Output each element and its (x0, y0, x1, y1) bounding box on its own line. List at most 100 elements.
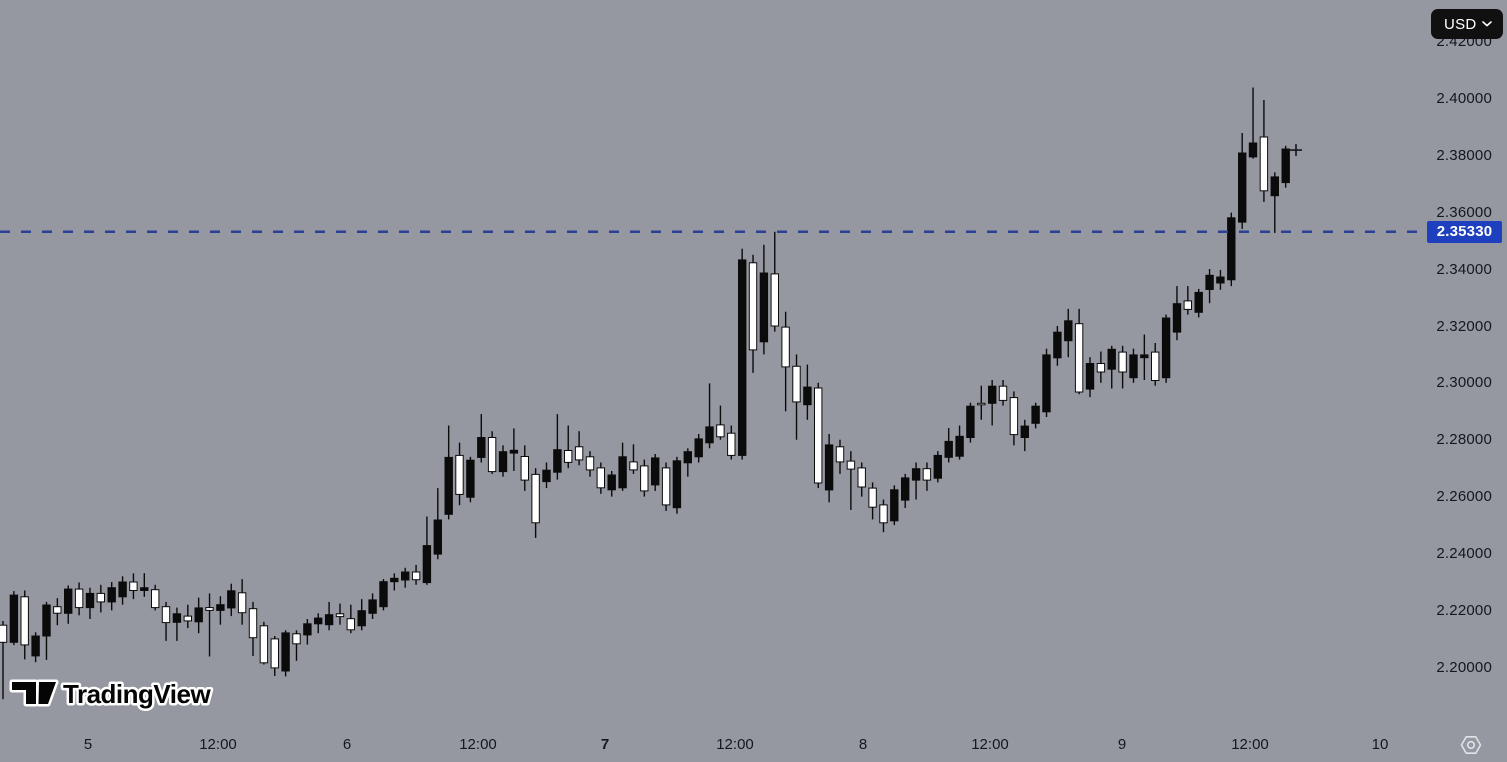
candle-down (1074, 323, 1084, 393)
candle-down (814, 387, 823, 484)
candle-down (151, 589, 160, 609)
candle-up (1020, 425, 1029, 439)
candle-down (922, 468, 932, 481)
candle-down (781, 326, 790, 368)
time-axis[interactable]: 5 12:00 6 12:00 7 12:00 8 12:00 9 12:00 10 (0, 730, 1507, 762)
candle-up (1216, 276, 1225, 284)
candle-up (498, 451, 508, 473)
candle-up (933, 454, 942, 479)
candle-up (477, 437, 486, 458)
candle-up (944, 440, 953, 458)
candle-up (390, 577, 399, 583)
candle-up (1161, 317, 1171, 379)
candle-down (574, 446, 584, 461)
price-axis-label: 2.38000 (1436, 147, 1492, 164)
candle-down (53, 606, 62, 614)
candle-up (368, 599, 377, 614)
candle-down (727, 432, 736, 456)
time-axis-label: 10 (1371, 736, 1389, 753)
candle-up (194, 607, 203, 623)
price-line-label: 2.35330 (1427, 221, 1502, 243)
candle-down (205, 607, 214, 611)
candle-down (564, 450, 573, 463)
candle-down (835, 446, 845, 463)
candle-up (694, 438, 703, 458)
candle-up (683, 451, 692, 464)
candle-up (803, 386, 812, 406)
candle-up (1140, 354, 1149, 359)
candle-up (1107, 348, 1116, 370)
candle-down (411, 571, 421, 581)
currency-selector-button[interactable]: USD (1431, 9, 1503, 39)
candle-up (64, 588, 73, 614)
candle-up (379, 581, 388, 608)
candle-up (1281, 148, 1290, 184)
currency-selector-label: USD (1444, 15, 1477, 33)
price-axis-label: 2.32000 (1436, 318, 1492, 335)
candle-up (988, 385, 997, 404)
candle-down (292, 633, 301, 645)
settings-gear-icon[interactable] (1459, 733, 1483, 757)
price-axis-label: 2.36000 (1436, 204, 1492, 221)
candle-up (553, 449, 562, 473)
time-axis-label: 7 (600, 736, 610, 753)
candle-up (1172, 303, 1182, 333)
candle-up (324, 614, 334, 626)
price-axis-label: 2.34000 (1436, 261, 1492, 278)
tradingview-logo-text: TradingView (63, 679, 211, 709)
time-axis-label: 12:00 (199, 736, 237, 753)
candle-up (1270, 176, 1279, 197)
candle-down (74, 588, 84, 609)
candle-up (509, 449, 519, 454)
candle-up (672, 460, 682, 509)
candle-up (227, 590, 236, 609)
candle-down (183, 615, 193, 622)
candle-down (237, 592, 247, 614)
candle-up (314, 617, 323, 625)
candle-down (792, 365, 801, 403)
candle-down (868, 487, 877, 508)
price-axis[interactable]: 2.42000 2.40000 2.38000 2.36000 2.34000 2.320… (1419, 0, 1507, 730)
candle-down (1259, 136, 1269, 192)
candle-up (955, 435, 964, 457)
candle-up (911, 468, 921, 481)
candle-up (1129, 354, 1138, 379)
candle-up (1205, 274, 1214, 290)
candle-up (1042, 354, 1051, 413)
candle-down (879, 504, 888, 524)
tradingview-logo[interactable]: TradingView (8, 674, 258, 716)
candle-down (487, 437, 497, 473)
candle-down (585, 456, 595, 471)
candle-up (303, 623, 312, 636)
candle-down (161, 606, 171, 624)
candle-up (172, 613, 182, 623)
candle-up (9, 594, 19, 643)
candle-up (1194, 291, 1203, 313)
candle-up (901, 477, 910, 501)
price-axis-label: 2.30000 (1436, 374, 1492, 391)
candle-down (770, 273, 779, 327)
candle-up (1064, 320, 1073, 342)
candle-up (1238, 152, 1247, 223)
candles-layer (0, 87, 1290, 700)
candle-down (716, 424, 725, 438)
chevron-down-icon (1482, 21, 1492, 27)
candle-up (281, 632, 290, 672)
candle-down (520, 456, 529, 481)
time-axis-label: 8 (858, 736, 868, 753)
price-axis-label: 2.22000 (1436, 602, 1492, 619)
price-axis-label: 2.24000 (1436, 545, 1492, 562)
candle-up (85, 592, 95, 609)
candle-down (531, 473, 540, 524)
candle-down (1009, 397, 1019, 436)
candle-down (335, 613, 345, 618)
candle-up (31, 635, 40, 657)
candle-up (466, 459, 475, 498)
time-axis-label: 12:00 (971, 736, 1009, 753)
candle-up (401, 571, 410, 581)
last-price-plus-marker (1290, 144, 1302, 157)
candle-up (216, 604, 225, 611)
candle-up (107, 587, 116, 603)
candle-up (433, 519, 443, 555)
